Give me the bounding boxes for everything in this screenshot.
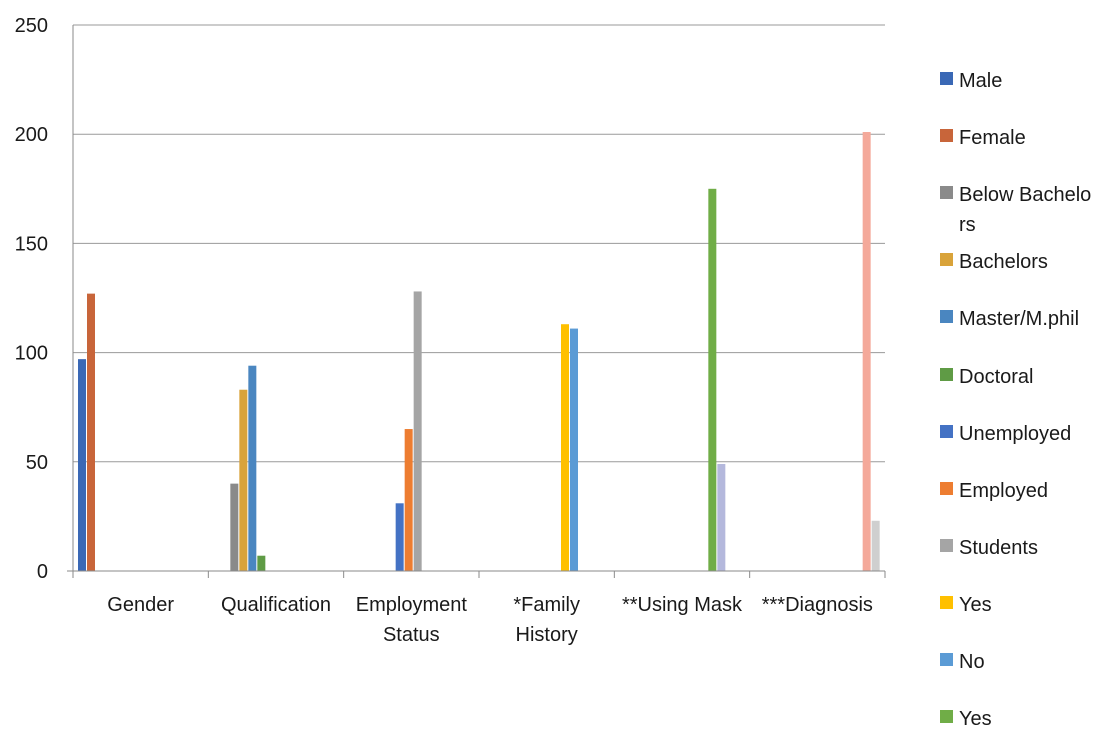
x-tick-label: *Family History (513, 594, 580, 646)
legend-item: Bachelors (940, 247, 1095, 277)
legend-item: Yes (940, 590, 1095, 620)
legend-swatch (940, 129, 953, 142)
legend-item: Male (940, 66, 1095, 96)
y-tick-labels: 0 50 100 150 200 250 (15, 15, 48, 583)
legend-swatch (940, 482, 953, 495)
legend-label: Unemployed (959, 423, 1072, 445)
legend-swatch (940, 186, 953, 199)
x-tick-label: **Using Mask (622, 594, 743, 616)
legend-swatch (940, 539, 953, 552)
legend-item: Students (940, 533, 1095, 563)
bar (239, 389, 248, 571)
bar (570, 328, 578, 571)
legend-label: Employed (959, 480, 1048, 502)
x-tick-label: Gender (107, 594, 174, 616)
legend-label: Master/M.phil (959, 308, 1080, 330)
y-tick-label: 0 (37, 561, 48, 583)
legend-item: Below Bachelors (940, 180, 1095, 240)
y-tick-label: 100 (15, 343, 48, 365)
axes (67, 25, 886, 578)
y-tick-label: 50 (26, 452, 48, 474)
legend-swatch (940, 653, 953, 666)
bar (708, 188, 717, 572)
bars (78, 132, 880, 572)
bar (404, 429, 413, 571)
legend-label: No (959, 651, 985, 673)
bar (862, 132, 871, 572)
y-tick-label: 250 (15, 15, 48, 37)
legend-item: Unemployed (940, 419, 1095, 449)
legend-item: Yes (940, 704, 1095, 734)
legend-label: Male (959, 70, 1003, 92)
legend-item: Employed (940, 476, 1095, 506)
x-tick-labels: Gender Qualification Employment Status *Fami… (107, 594, 873, 646)
legend-label: Doctoral (959, 366, 1034, 388)
y-tick-label: 150 (15, 233, 48, 255)
bar (871, 520, 880, 571)
legend-swatch (940, 253, 953, 266)
legend-swatch (940, 710, 953, 723)
x-tick-label: Qualification (221, 594, 331, 616)
bar-chart: 0 50 100 150 200 250 Gender Qualification Emplo… (15, 15, 886, 646)
bar (78, 359, 86, 571)
x-tick-label: Employment Status (356, 594, 468, 646)
legend-label: Female (959, 127, 1026, 149)
legend-swatch (940, 310, 953, 323)
legend-item: Master/M.phil (940, 304, 1095, 334)
legend-label: Yes (959, 708, 992, 730)
bar (717, 463, 726, 571)
bar (395, 503, 404, 571)
bar (413, 291, 422, 571)
bar (257, 555, 266, 571)
legend-swatch (940, 425, 953, 438)
grid-lines (73, 24, 885, 463)
bar (561, 324, 569, 571)
legend-label: Below Bachelors (959, 184, 1092, 236)
legend-label: Bachelors (959, 251, 1048, 273)
legend-label: Students (959, 537, 1038, 559)
bar (87, 293, 95, 571)
legend-swatch (940, 72, 953, 85)
x-tick-label: ***Diagnosis (762, 594, 873, 616)
legend-item: Doctoral (940, 362, 1095, 392)
legend-item: Female (940, 123, 1095, 153)
bar (230, 483, 239, 571)
legend-swatch (940, 596, 953, 609)
legend-item: No (940, 647, 1095, 677)
legend-label: Yes (959, 594, 992, 616)
bar (248, 365, 257, 571)
legend-swatch (940, 368, 953, 381)
y-tick-label: 200 (15, 124, 48, 146)
